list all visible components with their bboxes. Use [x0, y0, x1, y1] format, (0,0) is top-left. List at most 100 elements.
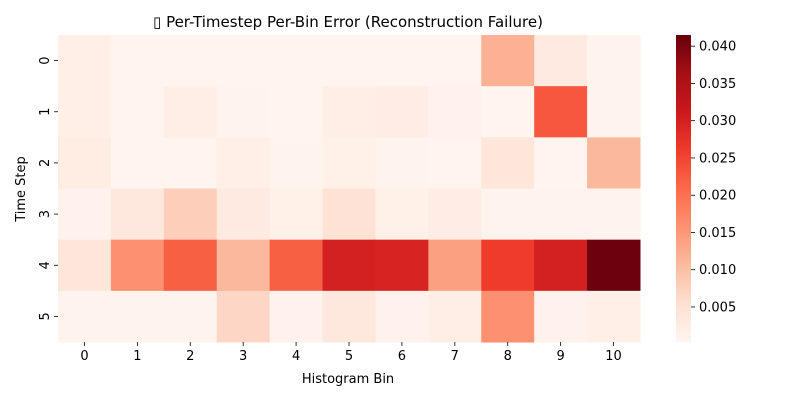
heatmap-cell	[322, 86, 376, 138]
heatmap-cell	[428, 290, 482, 343]
y-tick-label: 2	[38, 159, 53, 167]
y-tick-label: 3	[38, 210, 53, 218]
colorbar-ticks: 0.005 0.010 0.015 0.020 0.025 0.030 0.035 0.040	[691, 40, 736, 315]
heatmap-cell	[428, 137, 482, 189]
heatmap-cell	[375, 137, 429, 189]
heatmap-cell	[216, 86, 271, 138]
colorbar-tick-label: 0.030	[699, 114, 736, 129]
heatmap-cell	[269, 137, 324, 189]
heatmap-cell	[58, 188, 112, 241]
colorbar-tick-label: 0.010	[699, 263, 736, 278]
heatmap-cell	[269, 35, 324, 87]
colorbar-tick-label: 0.020	[699, 189, 736, 204]
heatmap-cell	[58, 35, 112, 87]
x-axis-label: Histogram Bin	[302, 372, 394, 387]
x-tick-label: 1	[133, 349, 141, 364]
heatmap-cell	[163, 188, 218, 241]
x-tick-label: 10	[605, 349, 622, 364]
heatmap-cell	[587, 137, 641, 189]
heatmap-cell	[110, 188, 165, 241]
heatmap-cell	[322, 290, 376, 343]
heatmap-cell	[375, 239, 429, 292]
heatmap-cell	[428, 188, 482, 241]
x-tick-label: 2	[186, 349, 194, 364]
heatmap-cell	[58, 290, 112, 343]
colorbar-tick-label: 0.005	[699, 300, 736, 315]
heatmap-cell	[534, 35, 588, 87]
heatmap-cell	[163, 239, 218, 292]
heatmap-cell	[587, 86, 641, 138]
heatmap-cell	[216, 188, 271, 241]
heatmap-cell	[534, 86, 588, 138]
colorbar-tick-label: 0.035	[699, 77, 736, 92]
colorbar-tick-label: 0.040	[699, 40, 736, 55]
heatmap-cell	[216, 35, 271, 87]
heatmap-cell	[110, 86, 165, 138]
heatmap-cell	[534, 188, 588, 241]
heatmap-cell	[428, 35, 482, 87]
heatmap-cell	[322, 137, 376, 189]
x-tick-label: 6	[398, 349, 406, 364]
heatmap-cell	[322, 35, 376, 87]
heatmap-cell	[587, 290, 641, 343]
x-tick-label: 8	[504, 349, 512, 364]
colorbar: 0.005 0.010 0.015 0.020 0.025 0.030 0.035 0.040	[676, 35, 736, 342]
heatmap-cell	[375, 86, 429, 138]
heatmap-cell	[587, 239, 641, 292]
x-tick-label: 9	[556, 349, 564, 364]
heatmap-cell	[269, 239, 324, 292]
heatmap-cell	[269, 290, 324, 343]
x-axis-ticks: 0 1 2 3 4 5 6 7 8 9 10	[80, 342, 622, 364]
heatmap-cell	[587, 188, 641, 241]
heatmap-cell	[58, 239, 112, 292]
heatmap-cell	[481, 137, 535, 189]
heatmap-cell	[534, 290, 588, 343]
y-tick-label: 5	[38, 312, 53, 320]
x-tick-label: 7	[451, 349, 459, 364]
heatmap-cell	[216, 239, 271, 292]
heatmap-cell	[110, 239, 165, 292]
heatmap-cell	[163, 86, 218, 138]
colorbar-gradient	[676, 35, 691, 342]
heatmap-cell	[216, 290, 271, 343]
heatmap-cell	[481, 86, 535, 138]
y-tick-label: 1	[38, 108, 53, 116]
x-tick-label: 3	[239, 349, 247, 364]
heatmap-cell	[428, 86, 482, 138]
colorbar-tick-label: 0.015	[699, 226, 736, 241]
heatmap-cells	[58, 35, 641, 343]
heatmap-cell	[269, 188, 324, 241]
heatmap-cell	[481, 35, 535, 87]
colorbar-tick-label: 0.025	[699, 151, 736, 166]
heatmap-cell	[375, 188, 429, 241]
heatmap-cell	[322, 239, 376, 292]
y-axis-ticks: 0 1 2 3 4 5	[38, 56, 58, 321]
heatmap-cell	[587, 35, 641, 87]
heatmap-cell	[375, 290, 429, 343]
heatmap-cell	[481, 290, 535, 343]
x-tick-label: 4	[292, 349, 300, 364]
heatmap-cell	[216, 137, 271, 189]
heatmap-cell	[58, 137, 112, 189]
heatmap-cell	[322, 188, 376, 241]
heatmap-cell	[163, 137, 218, 189]
heatmap-cell	[110, 35, 165, 87]
heatmap-cell	[110, 137, 165, 189]
chart-title: ▯ Per-Timestep Per-Bin Error (Reconstruc…	[153, 13, 543, 31]
heatmap-cell	[269, 86, 324, 138]
heatmap-cell	[375, 35, 429, 87]
heatmap-cell	[534, 239, 588, 292]
x-tick-label: 5	[345, 349, 353, 364]
heatmap-cell	[110, 290, 165, 343]
y-tick-label: 0	[38, 56, 53, 64]
heatmap-cell	[534, 137, 588, 189]
heatmap-cell	[163, 35, 218, 87]
heatmap-cell	[481, 188, 535, 241]
heatmap-cell	[428, 239, 482, 292]
x-tick-label: 0	[80, 349, 88, 364]
heatmap-cell	[58, 86, 112, 138]
y-tick-label: 4	[38, 261, 53, 269]
heatmap-cell	[481, 239, 535, 292]
y-axis-label: Time Step	[14, 156, 29, 223]
